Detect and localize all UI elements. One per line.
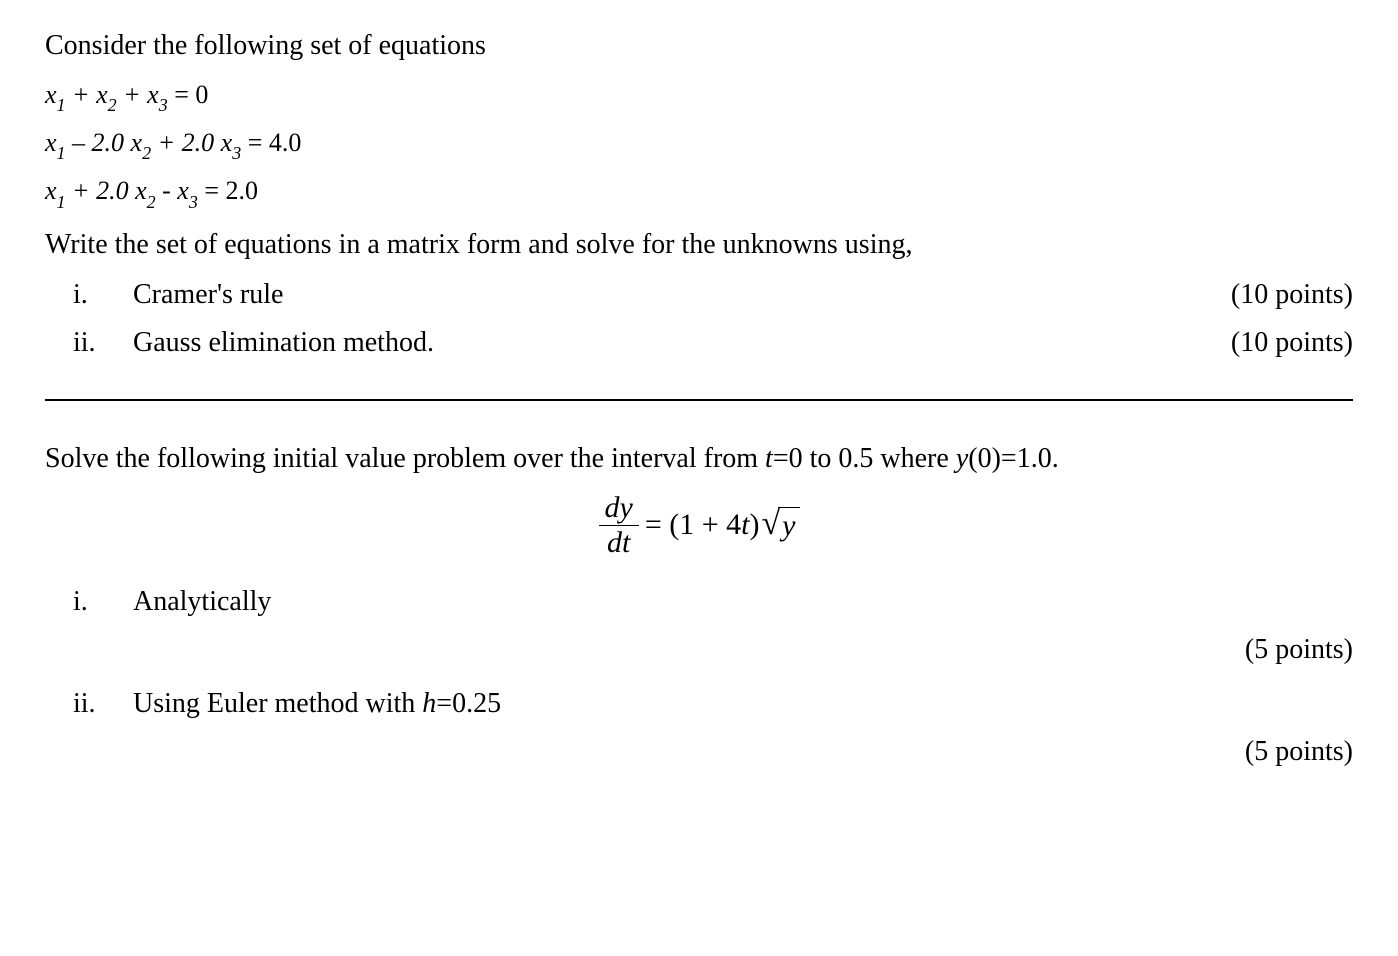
eq1-sub3: 3 (159, 95, 168, 115)
p2-item2-points: (5 points) (1245, 736, 1353, 768)
eq1-x1: x (45, 80, 57, 109)
eq2-p2: – 2.0 x (66, 128, 143, 157)
p2-item1-points: (5 points) (1245, 634, 1353, 666)
frac-denominator: dt (601, 526, 636, 558)
eq3-p2: + 2.0 x (66, 176, 147, 205)
formula-equals: = (1 + 4 (645, 508, 741, 542)
sqrt-argument: y (778, 507, 799, 544)
eq3-p5: 3 (189, 192, 198, 212)
p1-item2-points: (10 points) (1231, 327, 1353, 359)
ode-formula: dy dt = (1 + 4t) √ y (45, 493, 1353, 558)
p1-item1-text: Cramer's rule (133, 279, 283, 311)
sqrt-symbol: √ (762, 507, 781, 541)
p1-item1-points: (10 points) (1231, 279, 1353, 311)
section-divider (45, 399, 1353, 401)
eq1-rhs: = 0 (174, 80, 208, 109)
problem2-item-1: i. Analytically (45, 586, 1353, 618)
eq1-plus: + x (72, 80, 108, 109)
frac-numerator: dy (599, 493, 639, 526)
fraction: dy dt (599, 493, 639, 558)
eq3-p0: x (45, 176, 57, 205)
p1-item2-num: ii. (73, 327, 133, 359)
eq1-plus2: + x (123, 80, 159, 109)
sqrt: √ y (762, 507, 800, 544)
p2-intro-t: t (765, 443, 773, 474)
eq2-p3: 2 (142, 143, 151, 163)
p2-intro-y: y (956, 443, 968, 474)
p2-item2-prefix: Using Euler method with (133, 688, 422, 719)
p2-item2-left: ii. Using Euler method with h=0.25 (73, 688, 501, 720)
problem1-item-1: i. Cramer's rule (10 points) (45, 279, 1353, 311)
p2-item2-num: ii. (73, 688, 133, 720)
eq2-p6: = 4.0 (241, 128, 301, 157)
p2-item1-text: Analytically (133, 586, 271, 618)
problem1-intro: Consider the following set of equations (45, 30, 1353, 62)
p1-item1-left: i. Cramer's rule (73, 279, 283, 311)
p2-item1-left: i. Analytically (73, 586, 271, 618)
p2-intro-mid: =0 to 0.5 where (773, 443, 956, 474)
p1-item2-text: Gauss elimination method. (133, 327, 434, 359)
p2-item2-points-row: (5 points) (45, 736, 1353, 768)
eq3-p3: 2 (147, 192, 156, 212)
p2-intro-prefix: Solve the following initial value proble… (45, 443, 765, 474)
p1-item2-left: ii. Gauss elimination method. (73, 327, 434, 359)
eq1-sub1: 1 (57, 95, 66, 115)
problem2-item-2: ii. Using Euler method with h=0.25 (45, 688, 1353, 720)
problem1-instruction: Write the set of equations in a matrix f… (45, 229, 1353, 261)
equation-3: x1 + 2.0 x2 - x3 = 2.0 (45, 176, 1353, 210)
eq2-p0: x (45, 128, 57, 157)
p1-item1-num: i. (73, 279, 133, 311)
p2-item2-text: Using Euler method with h=0.25 (133, 688, 501, 720)
p2-item2-suffix: =0.25 (436, 688, 501, 719)
problem2-intro: Solve the following initial value proble… (45, 443, 1353, 475)
p2-intro-suffix: (0)=1.0. (968, 443, 1058, 474)
p2-item1-points-row: (5 points) (45, 634, 1353, 666)
formula-t: t (741, 508, 749, 542)
p2-item2-h: h (422, 688, 436, 719)
eq3-p6: = 2.0 (198, 176, 258, 205)
problem1-item-2: ii. Gauss elimination method. (10 points… (45, 327, 1353, 359)
eq2-p4: + 2.0 x (151, 128, 232, 157)
eq2-p1: 1 (57, 143, 66, 163)
eq2-p5: 3 (232, 143, 241, 163)
equation-1: x1 + x2 + x3 = 0 (45, 80, 1353, 114)
formula-close: ) (750, 508, 760, 542)
problem2-section: Solve the following initial value proble… (45, 443, 1353, 768)
eq1-sub2: 2 (108, 95, 117, 115)
eq3-p1: 1 (57, 192, 66, 212)
equation-2: x1 – 2.0 x2 + 2.0 x3 = 4.0 (45, 128, 1353, 162)
eq3-p4: - x (156, 176, 189, 205)
problem1-section: Consider the following set of equations … (45, 30, 1353, 359)
p2-item1-num: i. (73, 586, 133, 618)
